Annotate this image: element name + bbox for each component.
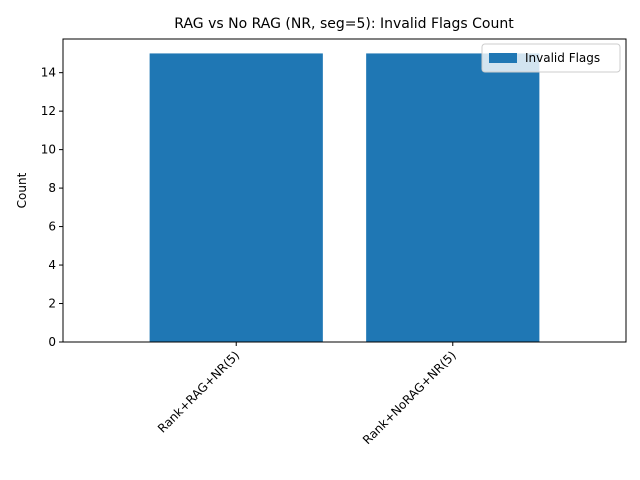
y-tick-label: 2 [48, 297, 56, 311]
legend-box [481, 43, 621, 73]
y-axis-label: Count [15, 172, 29, 208]
legend: Invalid Flags [481, 43, 621, 73]
bar [149, 53, 323, 343]
y-tick-label: 0 [48, 335, 56, 349]
y-tick-label: 8 [48, 181, 56, 195]
legend-label: Invalid Flags [525, 51, 600, 65]
y-tick-label: 10 [41, 143, 56, 157]
bar [366, 53, 540, 343]
y-axis: 0 2 4 6 8 10 12 14 [41, 66, 63, 349]
plot-frame [62, 38, 627, 343]
bars-layer [149, 53, 540, 343]
y-tick-label: 6 [48, 220, 56, 234]
y-tick-label: 12 [41, 104, 56, 118]
legend-swatch [489, 53, 517, 63]
chart-title: RAG vs No RAG (NR, seg=5): Invalid Flags… [174, 16, 514, 32]
y-tick-label: 4 [48, 258, 56, 272]
y-tick-label: 14 [41, 66, 56, 80]
